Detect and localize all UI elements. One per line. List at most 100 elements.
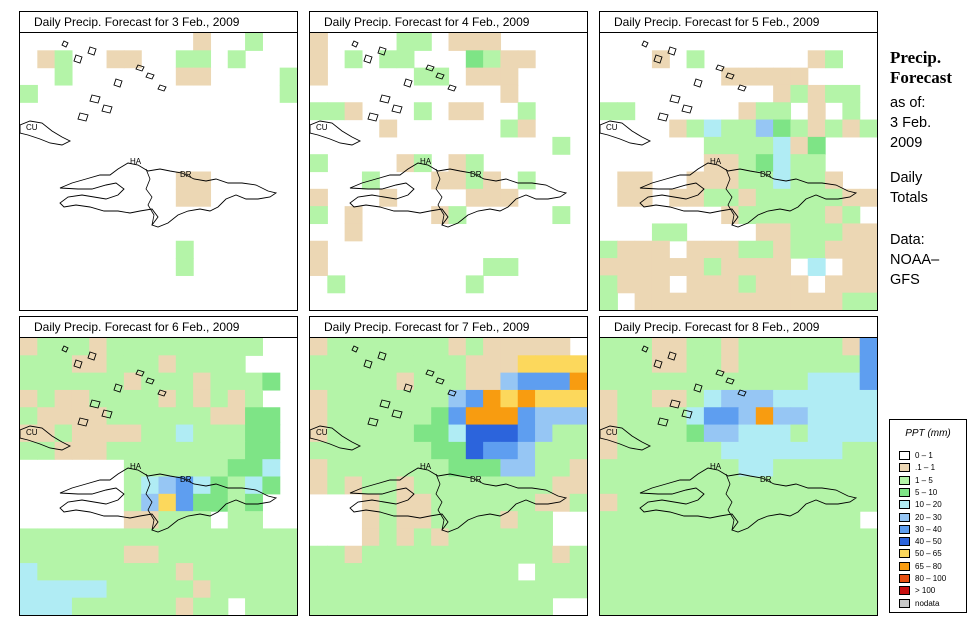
country-label-cu: CU	[606, 123, 618, 132]
hispaniola-coastline	[639, 162, 858, 228]
precip-cell	[54, 441, 73, 460]
precip-cell	[227, 580, 246, 599]
precip-cell	[842, 424, 861, 443]
bahamas-coastline	[89, 94, 101, 104]
precip-cell	[123, 389, 142, 408]
precip-cell	[721, 372, 740, 391]
precip-cell	[738, 493, 757, 512]
precip-cell	[859, 597, 877, 615]
precip-cell	[686, 563, 705, 581]
precip-cell	[825, 545, 843, 564]
haiti-dr-border	[725, 473, 735, 531]
precip-cell	[703, 136, 722, 155]
precip-cell	[842, 355, 861, 374]
precip-cell	[89, 545, 108, 564]
precip-cell	[703, 424, 722, 443]
haiti-dr-border	[145, 473, 155, 531]
precip-cell	[193, 355, 212, 374]
precip-cell	[825, 119, 843, 138]
precip-cell	[465, 597, 484, 615]
as-of-label: as of:	[890, 95, 926, 111]
precip-cell	[773, 372, 792, 391]
precip-cell	[210, 597, 229, 615]
precip-cell	[89, 528, 108, 547]
precip-cell	[483, 528, 502, 547]
precip-cell	[245, 372, 263, 391]
precip-cell	[617, 459, 636, 478]
precip-cell	[651, 389, 670, 408]
precip-cell	[379, 545, 398, 564]
bahamas-coastline	[391, 409, 403, 419]
precip-cell	[842, 545, 861, 564]
precip-cell	[379, 355, 398, 374]
precip-cell	[327, 476, 346, 495]
precip-cell	[396, 407, 415, 426]
precip-cell	[327, 597, 346, 615]
precip-cell	[175, 424, 194, 443]
precip-map: CU HA DR	[599, 337, 878, 616]
precip-cell	[396, 389, 415, 408]
precip-cell	[825, 206, 843, 225]
precip-cell	[71, 407, 90, 426]
precip-cell	[790, 240, 809, 259]
precip-cell	[448, 372, 467, 391]
precip-cell	[123, 476, 142, 495]
precip-cell	[600, 240, 618, 259]
precip-cell	[175, 563, 194, 581]
precip-cell	[703, 171, 722, 190]
precip-cell	[755, 597, 774, 615]
bahamas-coastline	[657, 417, 669, 427]
precip-cell	[379, 597, 398, 615]
precip-cell	[617, 240, 636, 259]
precip-cell	[669, 545, 688, 564]
precip-cell	[755, 389, 774, 408]
precip-cell	[634, 424, 653, 443]
precip-cell	[600, 597, 618, 615]
precip-cell	[141, 424, 160, 443]
precip-cell	[361, 338, 380, 356]
legend-label: 10 – 20	[915, 500, 942, 510]
legend-label: 30 – 40	[915, 524, 942, 534]
precip-cell	[807, 50, 826, 69]
precip-map: CU HA DR	[599, 32, 878, 311]
precip-cell	[738, 275, 757, 294]
precip-cell	[310, 355, 328, 374]
precip-cell	[738, 580, 757, 599]
precip-map: CU HA DR	[19, 337, 298, 616]
precip-cell	[859, 476, 877, 495]
precip-cell	[310, 102, 328, 121]
totals-label: Totals	[890, 190, 928, 206]
precip-cell	[413, 389, 432, 408]
precip-cell	[517, 441, 536, 460]
precip-cell	[106, 441, 125, 460]
precip-cell	[569, 441, 587, 460]
precip-cell	[600, 355, 618, 374]
precip-cell	[413, 476, 432, 495]
precip-cell	[517, 102, 536, 121]
precip-cell	[825, 275, 843, 294]
precip-cell	[738, 240, 757, 259]
precip-cell	[600, 459, 618, 478]
precip-cell	[552, 206, 571, 225]
precip-cell	[721, 206, 740, 225]
precip-cell	[552, 441, 571, 460]
precip-cell	[210, 580, 229, 599]
precip-cell	[552, 338, 571, 356]
hispaniola-coastline	[349, 467, 568, 533]
precip-cell	[703, 597, 722, 615]
precip-cell	[773, 223, 792, 242]
precip-cell	[825, 424, 843, 443]
precip-cell	[738, 424, 757, 443]
precip-cell	[703, 545, 722, 564]
precip-cell	[790, 188, 809, 207]
precip-cell	[175, 580, 194, 599]
bahamas-coastline	[157, 84, 167, 92]
precip-cell	[738, 459, 757, 478]
precip-cell	[54, 424, 73, 443]
precip-cell	[500, 563, 519, 581]
precip-cell	[842, 372, 861, 391]
precip-cell	[483, 67, 502, 86]
precip-cell	[71, 338, 90, 356]
precip-cell	[483, 441, 502, 460]
precip-cell	[448, 171, 467, 190]
